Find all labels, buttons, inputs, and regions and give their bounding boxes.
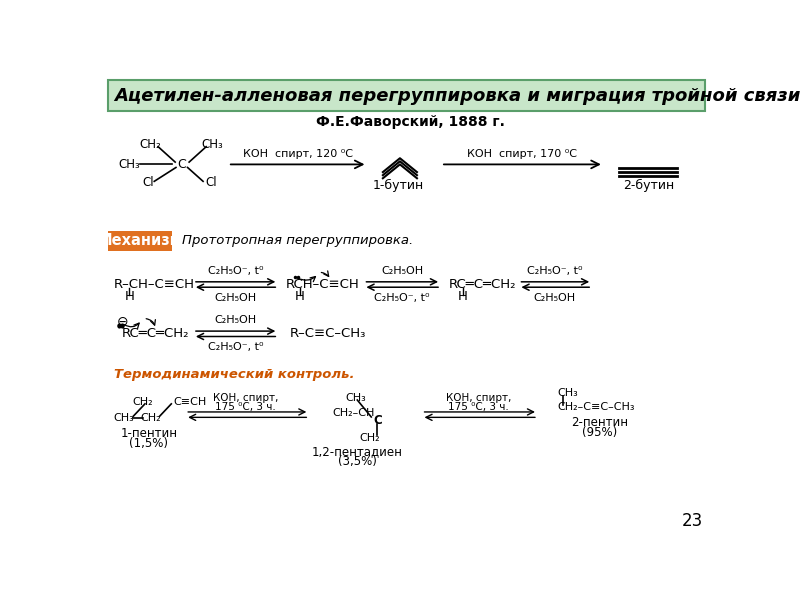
Text: Прототропная перегруппировка.: Прототропная перегруппировка.: [182, 234, 414, 247]
Text: RC═C═CH₂: RC═C═CH₂: [449, 278, 516, 291]
Text: C: C: [373, 415, 382, 427]
Text: CH₂: CH₂: [132, 397, 153, 407]
Bar: [108, 80, 705, 110]
Text: C₂H₅O⁻, t⁰: C₂H₅O⁻, t⁰: [374, 293, 430, 302]
Text: C≡CH: C≡CH: [174, 397, 207, 407]
Text: C₂H₅OH: C₂H₅OH: [214, 315, 257, 325]
Text: C₂H₅OH: C₂H₅OH: [534, 293, 576, 302]
Text: C₂H₅OH: C₂H₅OH: [214, 293, 257, 302]
Text: Ф.Е.Фаворский, 1888 г.: Ф.Е.Фаворский, 1888 г.: [315, 115, 505, 129]
Bar: [108, 230, 172, 251]
Text: H: H: [125, 290, 134, 304]
Text: 2-бутин: 2-бутин: [623, 179, 674, 193]
Text: Cl: Cl: [205, 176, 217, 190]
Text: CH₂: CH₂: [140, 413, 161, 423]
Text: 1,2-пентадиен: 1,2-пентадиен: [312, 445, 402, 458]
Text: C₂H₅OH: C₂H₅OH: [381, 266, 423, 275]
Text: C₂H₅O⁻, t⁰: C₂H₅O⁻, t⁰: [208, 266, 263, 275]
Text: RC═C═CH₂: RC═C═CH₂: [122, 328, 189, 340]
Text: CH₃: CH₃: [113, 413, 134, 423]
Text: C₂H₅O⁻, t⁰: C₂H₅O⁻, t⁰: [527, 266, 582, 275]
Text: CH₂: CH₂: [359, 433, 380, 443]
Text: CH₃: CH₃: [346, 393, 366, 403]
Text: Термодинамический контроль.: Термодинамический контроль.: [114, 368, 354, 381]
Text: (1,5%): (1,5%): [130, 437, 168, 451]
Text: H: H: [458, 290, 468, 304]
Text: КОН  спирт, 120 ⁰С: КОН спирт, 120 ⁰С: [242, 149, 353, 160]
Text: 1-пентин: 1-пентин: [120, 427, 178, 440]
Text: CH₂–C≡C–CH₃: CH₂–C≡C–CH₃: [558, 402, 634, 412]
Text: R–CH–C≡CH: R–CH–C≡CH: [114, 278, 195, 291]
Text: 1-бутин: 1-бутин: [373, 179, 424, 193]
Text: RCH–C≡CH: RCH–C≡CH: [286, 278, 360, 291]
Text: H: H: [295, 290, 305, 304]
Text: CH₃: CH₃: [558, 388, 578, 398]
Text: КОН, спирт,: КОН, спирт,: [213, 393, 278, 403]
Text: CH₂: CH₂: [139, 138, 162, 151]
Text: 175 ⁰С, 3 ч.: 175 ⁰С, 3 ч.: [448, 402, 509, 412]
Text: 175 ⁰С, 3 ч.: 175 ⁰С, 3 ч.: [215, 402, 276, 412]
Text: Ацетилен-алленовая перегруппировка и миграция тройной связи: Ацетилен-алленовая перегруппировка и миг…: [114, 87, 800, 105]
Text: (3,5%): (3,5%): [338, 455, 377, 468]
Text: Механизм: Механизм: [98, 233, 182, 248]
Text: 2-пентин: 2-пентин: [571, 416, 628, 429]
Text: КОН  спирт, 170 ⁰С: КОН спирт, 170 ⁰С: [467, 149, 578, 160]
Text: C: C: [177, 158, 186, 171]
Text: CH₂–CH: CH₂–CH: [333, 408, 375, 418]
Text: ⊖: ⊖: [117, 314, 129, 328]
Text: C₂H₅O⁻, t⁰: C₂H₅O⁻, t⁰: [208, 342, 263, 352]
Text: 23: 23: [682, 512, 703, 530]
Text: (95%): (95%): [582, 426, 618, 439]
Text: CH₃: CH₃: [118, 158, 140, 171]
Text: CH₃: CH₃: [202, 138, 223, 151]
Text: КОН, спирт,: КОН, спирт,: [446, 393, 511, 403]
Text: R–C≡C–CH₃: R–C≡C–CH₃: [290, 328, 366, 340]
Text: Cl: Cl: [142, 176, 154, 190]
